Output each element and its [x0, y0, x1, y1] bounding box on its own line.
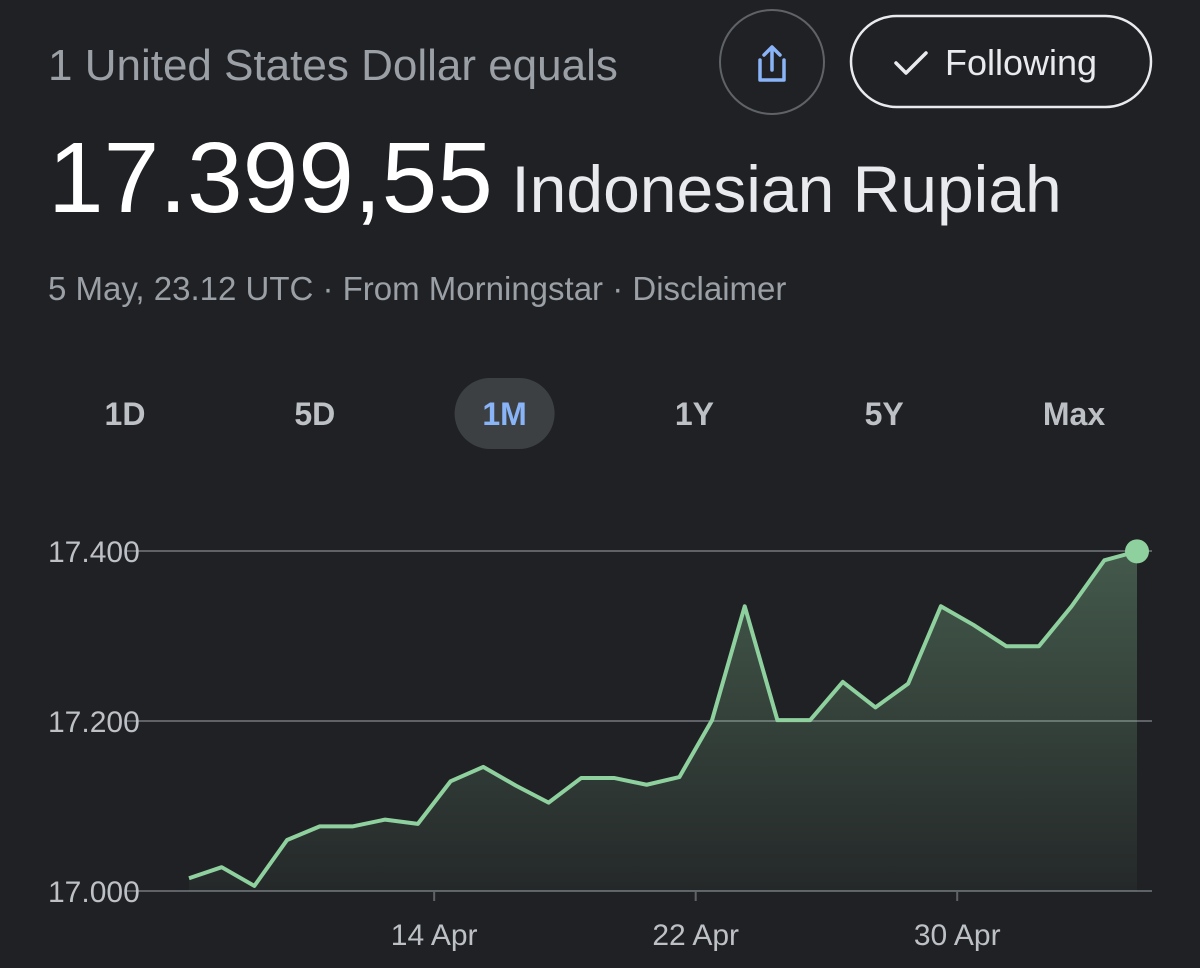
check-icon[interactable]	[894, 51, 928, 75]
share-button-outline[interactable]	[719, 9, 825, 115]
follow-button[interactable]: Following	[849, 14, 1153, 109]
share-icon[interactable]	[758, 45, 786, 82]
x-tick-label: 30 Apr	[914, 919, 1001, 952]
conversion-label: 1 United States Dollar equals	[48, 41, 618, 90]
currency-name: Indonesian Rupiah	[511, 152, 1061, 226]
converted-amount: 17.399,55 Indonesian Rupiah	[48, 122, 1062, 234]
follow-button-outline[interactable]	[849, 14, 1153, 109]
x-tick-label: 14 Apr	[391, 919, 478, 952]
chart: 17.000 17.200 17.400 14 Apr 22 Apr 30 Apr	[48, 536, 1152, 952]
area	[189, 551, 1137, 891]
range-tab[interactable]: 1M	[482, 396, 526, 432]
share-button[interactable]	[719, 9, 825, 115]
follow-button-label[interactable]: Following	[945, 42, 1097, 83]
range-tab[interactable]: 5D	[294, 396, 335, 432]
y-tick-label: 17.000	[48, 876, 140, 909]
source-line: 5 May, 23.12 UTC · From Morningstar · Di…	[48, 270, 786, 307]
range-tabs: 1D 5D 1M 1Y 5Y Max	[105, 378, 1105, 449]
range-tab[interactable]: 5Y	[865, 396, 904, 432]
y-tick-label: 17.200	[48, 706, 140, 739]
range-tab[interactable]: 1Y	[675, 396, 714, 432]
range-tab[interactable]: Max	[1043, 396, 1105, 432]
range-tab[interactable]: 1D	[105, 396, 146, 432]
range-tab-selected[interactable]	[454, 378, 555, 449]
x-tick-label: 22 Apr	[652, 919, 739, 952]
y-tick-label: 17.400	[48, 536, 140, 569]
amount: 17.399,55	[48, 122, 493, 234]
price-line	[188, 549, 1138, 888]
latest-point	[1125, 539, 1149, 564]
